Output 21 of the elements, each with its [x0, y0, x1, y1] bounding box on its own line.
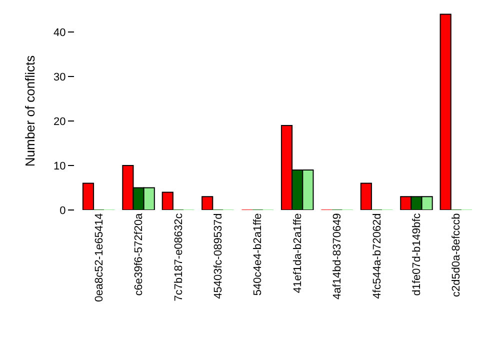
y-tick-label: 40 — [54, 26, 66, 39]
y-tick-label: 10 — [54, 160, 66, 172]
bar — [440, 14, 452, 210]
x-tick-label: 4af14bd-8370649 — [332, 213, 344, 300]
bar — [360, 182, 372, 210]
x-tick-label: 41ef1da-b2a1ffe — [292, 213, 304, 294]
x-tick-label: c6e39f6-572f20a — [133, 212, 146, 296]
x-tick-label: d1fe07d-b149bfc — [411, 212, 424, 296]
x-tick-label: 45403fc-089537d — [212, 213, 225, 299]
y-tick-label: 20 — [54, 116, 66, 128]
x-tick-label: 0ea8c52-1e65414 — [93, 213, 106, 302]
x-tick-label: c2d5d0a-8efcccb — [450, 213, 463, 297]
x-tick-label: 540c4e4-b2a1ffe — [252, 213, 264, 296]
x-tick-label: 7c7b187-e08632c — [172, 212, 185, 302]
bar — [202, 196, 214, 210]
y-axis-title: Number of conflicts — [22, 54, 38, 167]
bar — [162, 192, 174, 210]
y-tick-label: 0 — [60, 204, 66, 217]
y-tick-label: 30 — [54, 71, 66, 84]
bar — [82, 182, 94, 210]
x-tick-label: 4fc544a-b72062d — [371, 213, 384, 299]
